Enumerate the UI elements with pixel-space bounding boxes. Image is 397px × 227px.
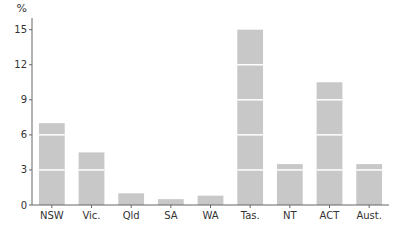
x-tick-label: NSW [40,210,64,221]
grid-line [317,134,343,136]
x-tick [289,205,290,208]
bar [277,164,303,205]
y-tick-label: 9 [21,94,27,105]
grid-line [317,99,343,101]
bar [237,30,263,205]
chart-container: 0 3 6 9 12 15 NSW Vic. Qld SA WA Tas. NT ACT Aust.% [0,0,397,227]
y-axis-label: % [17,2,27,15]
x-tick [91,205,92,208]
y-tick [29,29,32,30]
x-tick-label: Vic. [82,210,100,221]
y-tick [29,134,32,135]
x-tick [250,205,251,208]
grid-line [237,64,263,66]
x-tick-label: SA [164,210,178,221]
bar [79,152,105,205]
y-tick [29,64,32,65]
bar [317,82,343,205]
grid-line [237,99,263,101]
x-tick-label: ACT [320,210,341,221]
y-tick-label: 0 [21,200,27,211]
chart: 0 3 6 9 12 15 NSW Vic. Qld SA WA Tas. NT ACT Aust.% [0,0,397,227]
grid-line [317,169,343,171]
bar [356,164,382,205]
x-tick-label: NT [283,210,297,221]
x-tick-label: Qld [123,210,140,221]
x-tick-label: Aust. [356,210,382,221]
y-tick-label: 15 [14,24,27,35]
y-tick [29,99,32,100]
x-tick [210,205,211,208]
plot-area [39,30,382,205]
bar [39,123,65,205]
grid-line [237,169,263,171]
bar [198,196,224,205]
x-tick [329,205,330,208]
grid-line [237,134,263,136]
grid-line [277,169,303,171]
y-axis-line [32,18,33,205]
y-tick [29,205,32,206]
grid-line [79,169,105,171]
grid-line [39,134,65,136]
grid-line [356,169,382,171]
x-tick-label: WA [202,210,218,221]
x-tick [131,205,132,208]
bar [158,199,184,205]
y-tick-label: 6 [21,129,27,140]
grid-line [39,169,65,171]
x-tick [369,205,370,208]
x-tick [51,205,52,208]
y-tick-label: 3 [21,164,27,175]
x-tick-label: Tas. [240,210,260,221]
y-tick [29,169,32,170]
bar [118,193,144,205]
x-tick [170,205,171,208]
y-tick-label: 12 [14,59,27,70]
